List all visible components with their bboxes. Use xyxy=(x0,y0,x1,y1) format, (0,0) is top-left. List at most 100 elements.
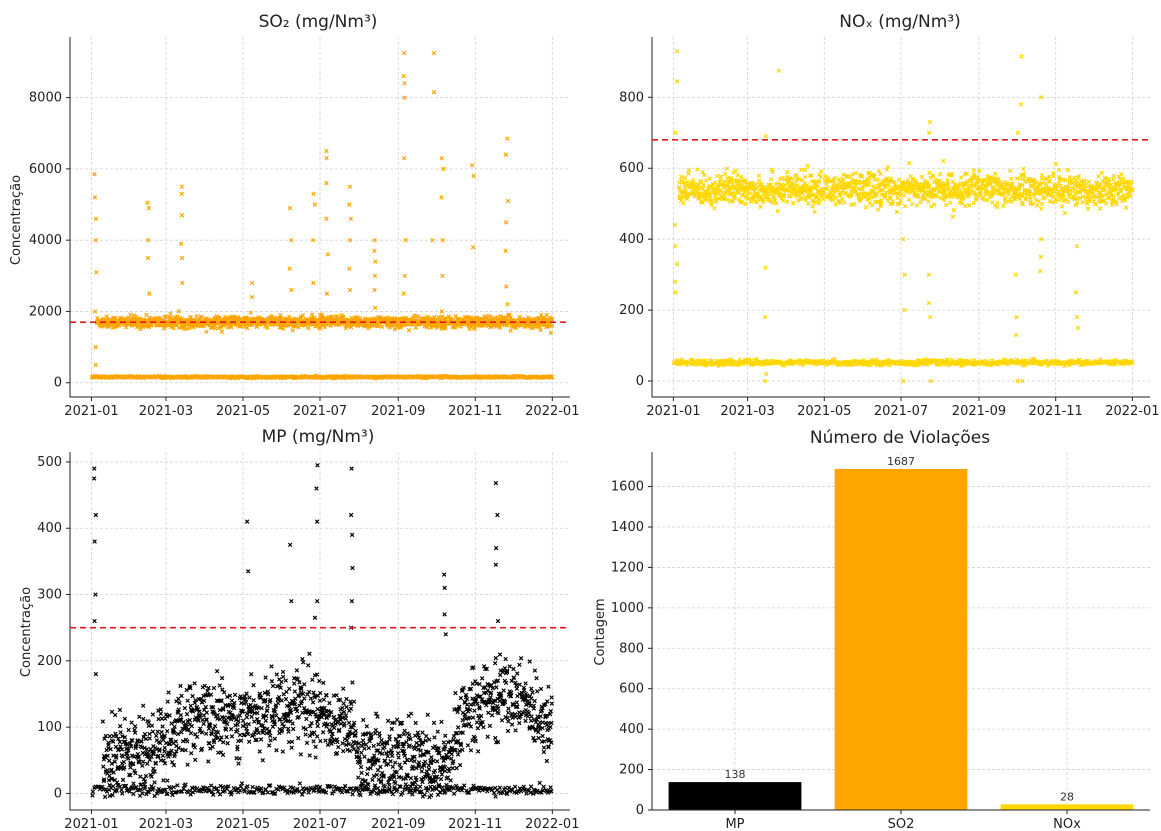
spike-point xyxy=(902,272,907,277)
data-point xyxy=(150,712,156,717)
data-point xyxy=(101,764,106,769)
data-point xyxy=(785,169,790,175)
data-point xyxy=(810,204,816,209)
spike-point xyxy=(505,198,511,204)
spike-point xyxy=(927,119,933,125)
data-point xyxy=(962,203,968,209)
spike-point xyxy=(505,136,510,141)
data-point xyxy=(791,200,796,206)
data-point xyxy=(169,721,174,726)
spike-point xyxy=(439,195,444,200)
data-point xyxy=(319,312,324,317)
spike-point xyxy=(1013,272,1018,277)
data-point xyxy=(945,177,950,183)
x-tick-label: 2021-01 xyxy=(64,817,118,831)
data-point xyxy=(133,314,139,319)
data-point xyxy=(971,168,977,173)
spike-point xyxy=(431,50,437,56)
data-point xyxy=(544,312,549,318)
data-point xyxy=(217,683,222,688)
data-point xyxy=(802,167,808,173)
data-point xyxy=(104,314,109,319)
data-point xyxy=(147,731,152,737)
so2-scatter-panel: SO₂ (mg/Nm³) Concentração 02000400060008… xyxy=(9,12,579,419)
spike-point xyxy=(249,294,255,300)
x-tick-label: 2021-01 xyxy=(646,404,700,419)
data-point xyxy=(182,705,188,711)
data-point xyxy=(213,326,218,331)
y-tick-label: 2000 xyxy=(29,304,62,319)
spike-point xyxy=(672,244,678,249)
y-tick-label: 300 xyxy=(37,588,62,603)
y-tick-label: 600 xyxy=(619,161,644,176)
x-tick-label: 2021-11 xyxy=(448,404,502,419)
data-point xyxy=(392,326,398,332)
data-point xyxy=(192,757,198,763)
data-point xyxy=(840,196,845,202)
data-point xyxy=(1085,206,1091,211)
nox-points xyxy=(672,48,1135,384)
data-point xyxy=(278,312,283,318)
spike-point xyxy=(92,195,98,200)
spike-point xyxy=(287,266,292,271)
data-point xyxy=(1039,206,1044,212)
data-point xyxy=(406,327,412,333)
data-point xyxy=(875,177,880,183)
data-point xyxy=(812,209,817,215)
data-point xyxy=(701,183,706,188)
data-point xyxy=(140,763,145,768)
data-point xyxy=(1002,199,1008,205)
data-point xyxy=(1009,176,1014,182)
spike-point xyxy=(1014,314,1019,320)
data-point xyxy=(138,774,143,779)
data-point xyxy=(132,724,138,729)
data-point xyxy=(743,201,748,207)
spike-point xyxy=(673,130,678,135)
data-point xyxy=(1021,166,1026,172)
data-point xyxy=(914,203,919,208)
data-point xyxy=(206,759,211,764)
data-point xyxy=(959,175,964,180)
data-point xyxy=(137,714,142,720)
data-point xyxy=(161,778,166,783)
spike-point xyxy=(372,305,378,311)
data-point xyxy=(329,314,334,319)
data-point xyxy=(875,207,881,212)
data-point xyxy=(919,174,925,180)
spike-point xyxy=(401,73,406,79)
data-point xyxy=(155,729,160,734)
spike-point xyxy=(147,291,152,296)
data-point xyxy=(210,727,216,732)
spike-point xyxy=(324,148,329,154)
data-point xyxy=(1093,202,1098,207)
data-point xyxy=(178,712,184,718)
spike-point xyxy=(146,205,152,211)
data-point xyxy=(784,199,790,204)
spike-point xyxy=(289,287,294,293)
data-point xyxy=(253,316,258,322)
data-point xyxy=(118,730,123,735)
data-point xyxy=(106,742,111,748)
data-point xyxy=(1065,199,1071,204)
data-point xyxy=(160,724,165,729)
data-point xyxy=(172,724,177,729)
data-point xyxy=(718,174,724,179)
data-point xyxy=(152,780,157,785)
data-point xyxy=(863,205,869,210)
data-point xyxy=(699,179,704,185)
data-point xyxy=(224,734,229,740)
x-tick-label: 2021-09 xyxy=(371,404,425,419)
data-point xyxy=(140,759,146,764)
data-point xyxy=(508,328,513,333)
data-point xyxy=(937,171,943,177)
spike-point xyxy=(763,265,768,270)
data-point xyxy=(203,731,209,736)
so2-points xyxy=(89,50,555,381)
spike-point xyxy=(94,270,99,275)
data-point xyxy=(204,329,209,335)
data-point xyxy=(211,685,217,691)
spike-point xyxy=(347,184,353,189)
data-point xyxy=(1034,203,1040,208)
data-point xyxy=(722,171,728,177)
